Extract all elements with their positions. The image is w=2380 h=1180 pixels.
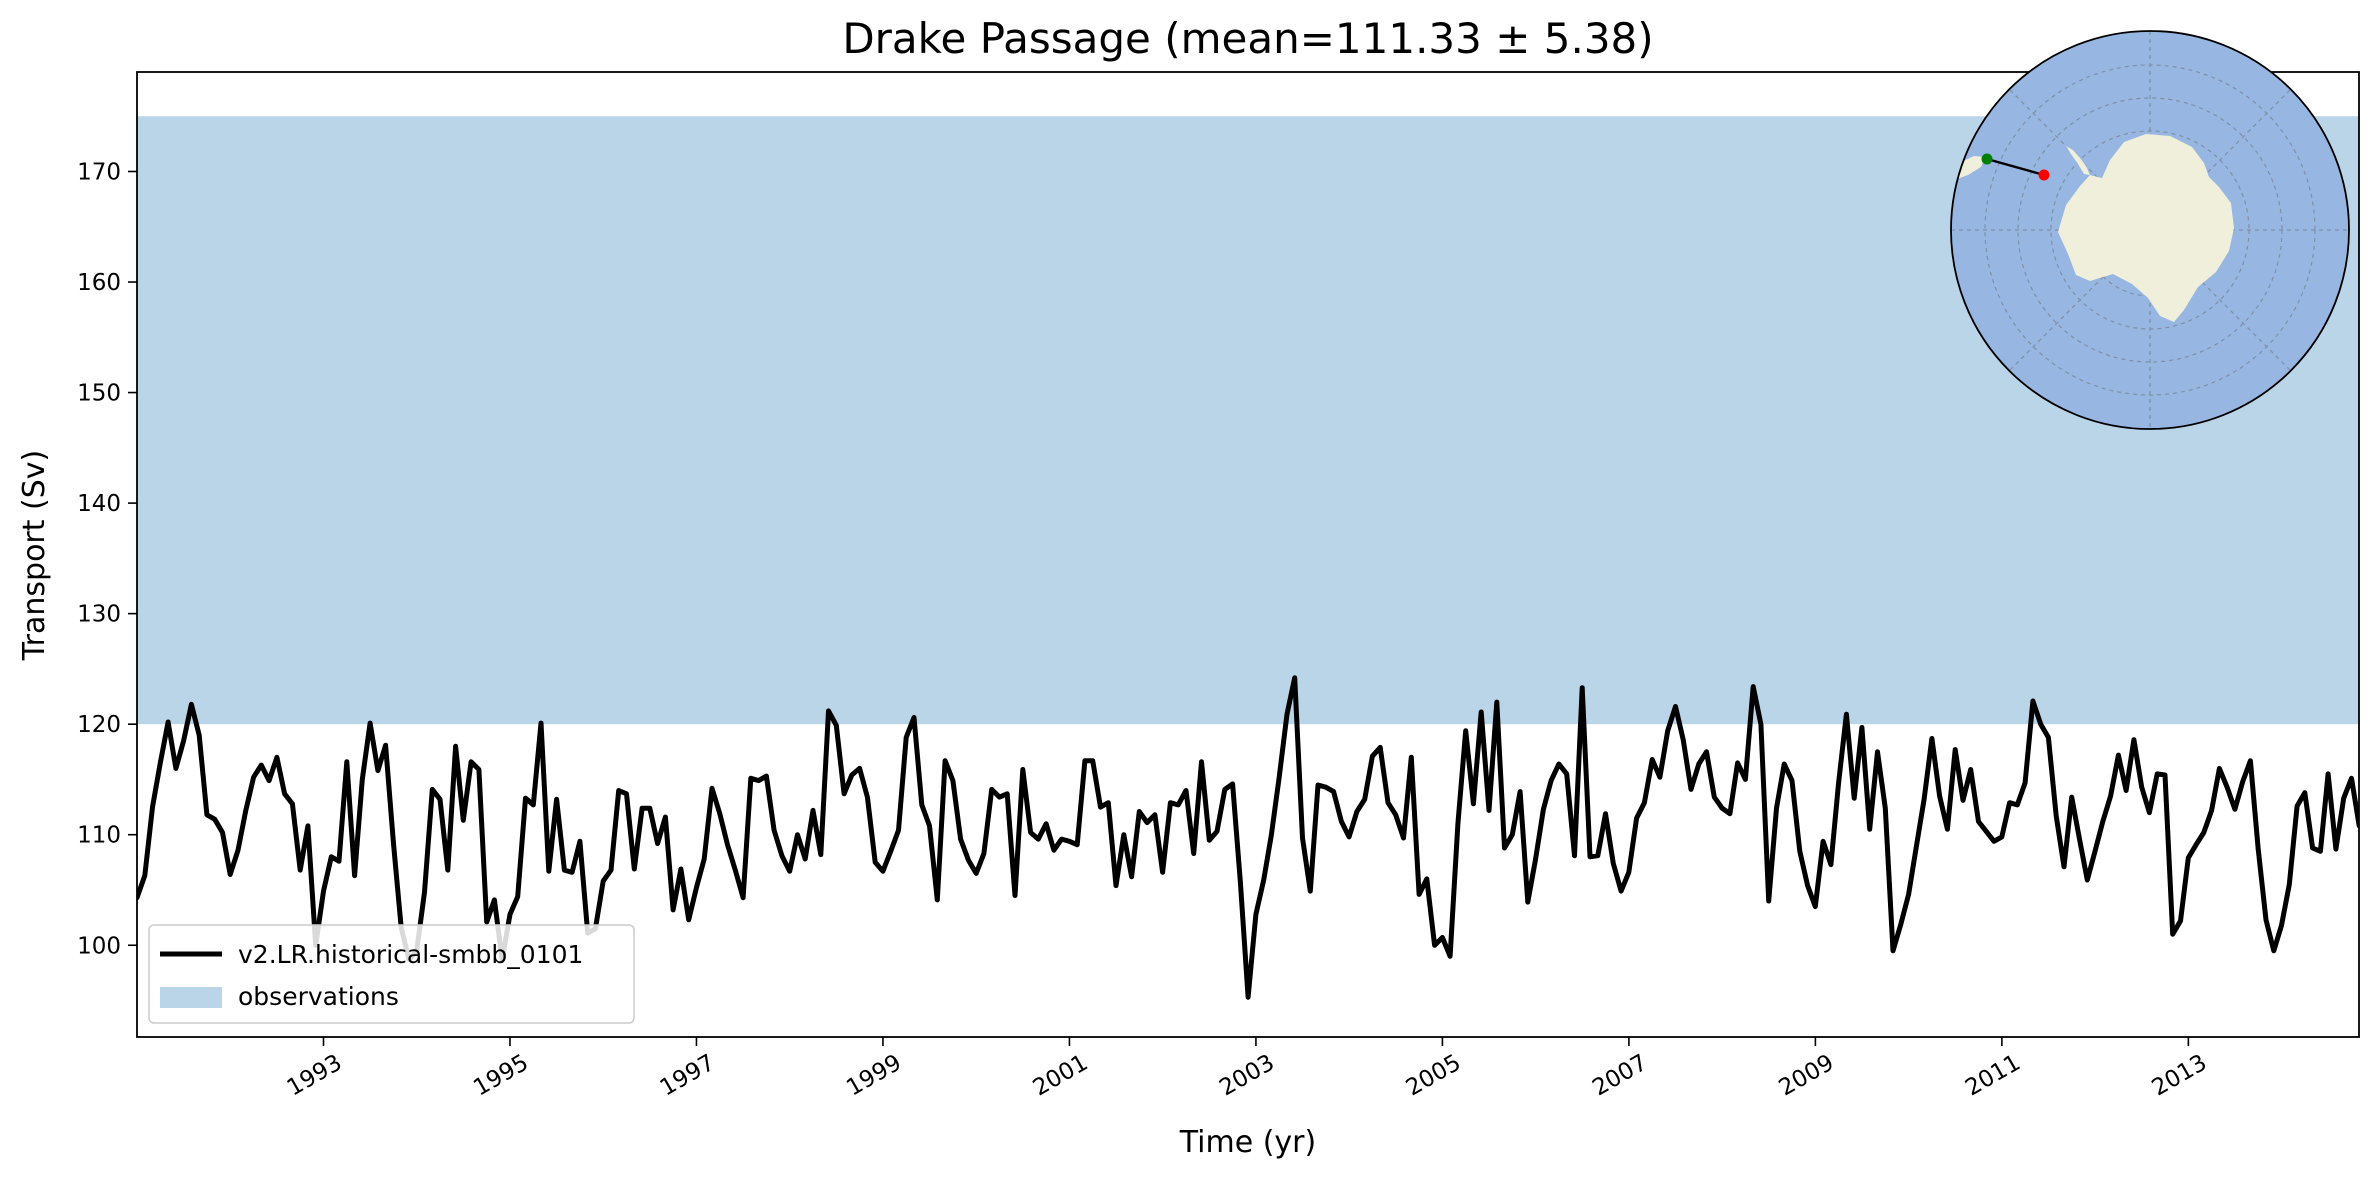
section-start-marker [1981, 153, 1993, 165]
legend: v2.LR.historical-smbb_0101 observations [148, 924, 635, 1024]
drake-passage-section [1986, 157, 2045, 177]
y-tick-label: 140 [77, 491, 121, 517]
y-tick-label: 150 [77, 381, 121, 407]
antarctica-landmass [2058, 134, 2234, 322]
antarctic-peninsula [2066, 146, 2090, 175]
section-end-marker [2038, 169, 2050, 181]
chart-title: Drake Passage (mean=111.33 ± 5.38) [842, 14, 1653, 63]
series-line [137, 675, 2359, 1000]
y-tick-label: 120 [77, 712, 121, 738]
y-axis-label: Transport (Sv) [17, 450, 52, 662]
map-graticule [1951, 31, 2349, 429]
y-tick-label: 130 [77, 602, 121, 628]
inset-map [1950, 30, 2350, 430]
legend-box [148, 924, 635, 1024]
legend-band-swatch [160, 987, 222, 1008]
map-border [1950, 30, 2350, 430]
y-tick-label: 160 [77, 270, 121, 296]
y-axis-ticks: 100 110 120 130 140 150 160 170 [77, 159, 137, 959]
legend-entry-observations: observations [238, 982, 399, 1011]
y-tick-label: 100 [77, 933, 121, 959]
y-tick-label: 110 [77, 823, 121, 849]
y-tick-label: 170 [77, 159, 121, 185]
plot-frame [136, 71, 2360, 1038]
x-axis-label: Time (yr) [1179, 1125, 1316, 1160]
legend-entry-model: v2.LR.historical-smbb_0101 [238, 940, 583, 969]
